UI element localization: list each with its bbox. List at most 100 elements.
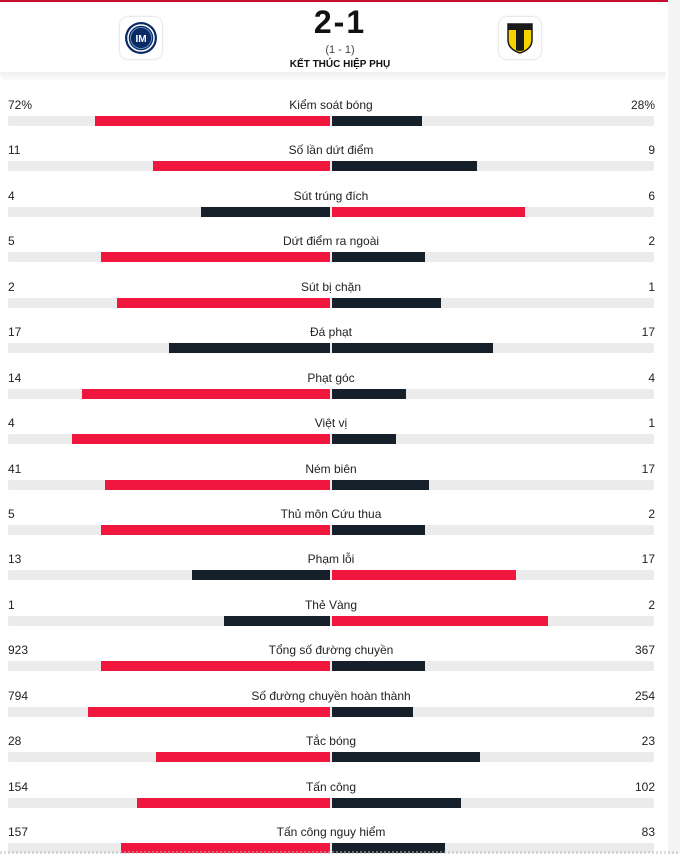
stat-home-bar [137, 797, 330, 808]
stat-away-bar [332, 843, 445, 853]
stat-away-value: 2 [648, 597, 655, 612]
stat-label: Phạm lỗi [307, 552, 355, 567]
stat-home-value: 1 [8, 597, 15, 612]
stat-home-bar [153, 161, 330, 172]
stat-row: 72% Kiểm soát bóng 28% [0, 96, 680, 141]
stat-away-bar [332, 524, 425, 535]
stat-row: 1 Thẻ Vàng 2 [0, 596, 680, 641]
stat-home-value: 72% [8, 98, 33, 112]
stat-home-value: 923 [8, 643, 29, 658]
stat-label: Đá phạt [309, 325, 353, 340]
stat-bar-track [8, 252, 654, 263]
stat-away-value: 102 [634, 779, 655, 794]
stat-away-value: 17 [641, 461, 655, 476]
stat-home-bar [105, 479, 330, 490]
stat-away-bar [332, 570, 516, 581]
stat-row: 2 Sút bị chặn 1 [0, 278, 680, 323]
stat-row: 5 Dứt điểm ra ngoài 2 [0, 232, 680, 277]
stat-away-value: 1 [648, 416, 655, 431]
stat-label: Số đường chuyền hoàn thành [251, 688, 411, 703]
stat-bar-track [8, 797, 654, 808]
stat-away-value: 2 [648, 234, 655, 249]
stat-row: 41 Ném biên 17 [0, 460, 680, 505]
stat-bar-track [8, 206, 654, 217]
match-score: 2-1 [313, 4, 367, 40]
stat-home-bar [117, 297, 330, 308]
svg-text:IM: IM [135, 34, 146, 45]
home-team-logo[interactable]: IM [120, 17, 162, 59]
stat-away-value: 17 [641, 552, 655, 567]
stat-home-value: 2 [8, 279, 15, 294]
stat-away-bar [332, 252, 425, 263]
stat-home-bar [121, 843, 330, 853]
stat-away-bar [332, 479, 429, 490]
stat-away-bar [332, 661, 425, 672]
stat-away-bar [332, 615, 548, 626]
top-accent-line [0, 0, 680, 2]
stat-label: Sút bị chặn [300, 279, 362, 294]
stat-row: 17 Đá phạt 17 [0, 323, 680, 368]
stat-home-bar [224, 615, 330, 626]
stat-home-value: 28 [8, 734, 22, 749]
stat-away-bar [332, 706, 413, 717]
stat-row: 154 Tấn công 102 [0, 778, 680, 823]
stat-row: 4 Việt vị 1 [0, 414, 680, 459]
stat-row: 13 Phạm lỗi 17 [0, 550, 680, 595]
stat-home-bar [82, 388, 330, 399]
stat-away-bar [332, 388, 406, 399]
stat-away-bar [332, 343, 493, 354]
stat-away-value: 1 [648, 279, 655, 294]
stat-away-value: 4 [648, 370, 655, 385]
stat-label: Sút trúng đích [293, 188, 369, 203]
stat-label: Thủ môn Cứu thua [280, 506, 382, 521]
stat-label: Ném biên [305, 461, 357, 476]
scrollbar[interactable] [668, 0, 680, 854]
stat-bar-track [8, 843, 654, 853]
stat-label: Tắc bóng [305, 734, 357, 749]
stat-row: 5 Thủ môn Cứu thua 2 [0, 505, 680, 550]
stat-row: 14 Phạt góc 4 [0, 369, 680, 414]
stat-bar-track [8, 388, 654, 399]
stat-row: 11 Số lần dứt điểm 9 [0, 141, 680, 186]
match-header: IM 2-1 (1 - 1) KẾT THÚC HIỆP PHỤ [0, 2, 680, 72]
stat-home-value: 13 [8, 552, 22, 567]
stat-home-value: 14 [8, 370, 22, 385]
stat-row: 28 Tắc bóng 23 [0, 732, 680, 777]
stat-label: Tấn công nguy hiểm [276, 825, 386, 839]
stat-row: 794 Số đường chuyền hoàn thành 254 [0, 687, 680, 732]
stat-label: Việt vị [314, 416, 348, 431]
stat-label: Phạt góc [307, 370, 355, 385]
stat-home-value: 41 [8, 461, 22, 476]
stat-away-bar [332, 116, 422, 126]
stat-away-bar [332, 206, 525, 217]
stat-home-bar [101, 661, 330, 672]
stat-home-value: 5 [8, 234, 15, 249]
stat-label: Tấn công [305, 779, 357, 794]
parma-crest-icon [507, 23, 533, 54]
away-team-logo[interactable] [499, 17, 541, 59]
stat-bar-track [8, 343, 654, 354]
stat-bar-track [8, 434, 654, 445]
stat-row: 923 Tổng số đường chuyền 367 [0, 641, 680, 686]
stat-bar-track [8, 752, 654, 763]
match-status: KẾT THÚC HIỆP PHỤ [289, 59, 391, 70]
stat-home-value: 794 [8, 688, 29, 703]
stats-list: 72% Kiểm soát bóng 28% 11 Số lần dứt điểm 9 4 S… [0, 96, 680, 854]
stat-home-bar [88, 706, 330, 717]
stat-home-value: 4 [8, 188, 15, 203]
stat-away-value: 6 [648, 188, 655, 203]
stat-bar-track [8, 161, 654, 172]
stat-away-bar [332, 797, 461, 808]
stat-bar-track [8, 479, 654, 490]
stat-row: 4 Sút trúng đích 6 [0, 187, 680, 232]
stat-home-value: 5 [8, 506, 15, 521]
stat-bar-track [8, 661, 654, 672]
stat-bar-track [8, 570, 654, 581]
stat-label: Thẻ Vàng [304, 597, 358, 612]
stat-away-value: 367 [634, 643, 655, 658]
stat-home-value: 17 [8, 325, 22, 340]
inter-milan-crest-icon: IM [125, 22, 157, 54]
halftime-score: (1 - 1) [325, 44, 355, 56]
stat-away-value: 9 [648, 143, 655, 158]
stat-away-value: 83 [641, 825, 655, 839]
